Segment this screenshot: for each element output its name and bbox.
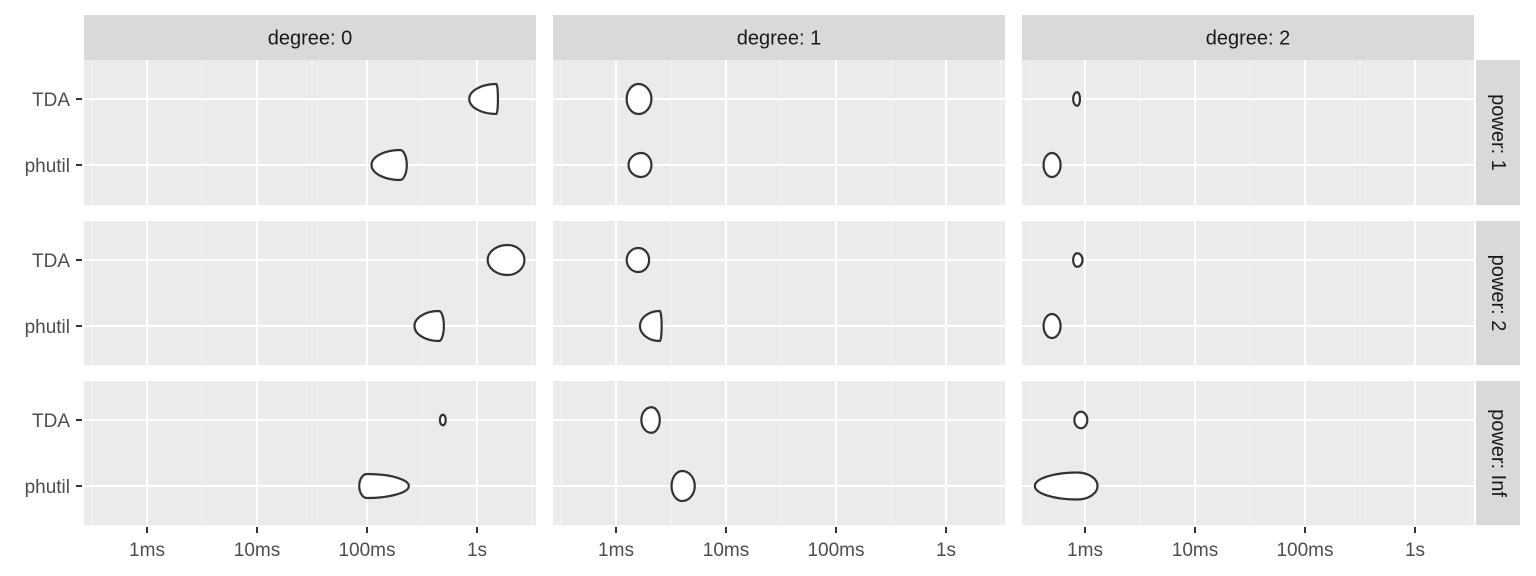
strip-label-degree: degree: 0 (268, 28, 353, 50)
violin-tda (1073, 410, 1089, 430)
strip-right-1: power: 2 (1476, 221, 1520, 365)
strip-right-2: power: Inf (1476, 381, 1520, 525)
strip-label-degree: degree: 2 (1206, 28, 1291, 50)
violin-phutil (638, 309, 663, 343)
y-tick-label: TDA (32, 90, 70, 111)
panel-r2-c2 (1022, 381, 1474, 525)
x-tick-label: 1ms (598, 540, 634, 561)
strip-background (1476, 381, 1520, 525)
panel-background (1022, 381, 1474, 525)
panel-background (1022, 221, 1474, 365)
violin-phutil (627, 151, 653, 179)
violin-phutil (370, 148, 408, 182)
panel-background (84, 381, 536, 525)
violin-phutil (1033, 471, 1099, 501)
violin-tda (625, 246, 651, 274)
y-tick-label: phutil (25, 477, 70, 498)
x-tick-label: 10ms (234, 540, 280, 561)
x-tick-label: 10ms (1172, 540, 1218, 561)
violin-tda (1072, 252, 1084, 268)
strip-top-2: degree: 2 (1022, 15, 1474, 60)
violin-phutil (670, 469, 696, 503)
x-tick-label: 1s (936, 540, 956, 561)
strip-label-degree: degree: 1 (737, 28, 822, 50)
panel-r1-c1 (553, 221, 1005, 365)
y-tick-label: phutil (25, 156, 70, 177)
violin-phutil (1042, 312, 1062, 340)
strip-background (1022, 15, 1474, 60)
strip-right-0: power: 1 (1476, 60, 1520, 205)
x-tick-label: 10ms (703, 540, 749, 561)
panel-r2-c0 (84, 381, 536, 525)
x-tick-label: 1s (1405, 540, 1425, 561)
strip-background (1476, 221, 1520, 365)
strip-background (1476, 60, 1520, 205)
panel-r0-c0 (84, 60, 536, 205)
panel-background (553, 381, 1005, 525)
violin-tda (438, 413, 447, 427)
strip-background (84, 15, 536, 60)
violin-tda (640, 406, 661, 434)
y-tick-label: phutil (25, 317, 70, 338)
panel-background (84, 221, 536, 365)
panel-background (1022, 60, 1474, 205)
panel-r0-c1 (553, 60, 1005, 205)
x-tick-label: 1s (467, 540, 487, 561)
strip-label-power: power: 1 (1487, 94, 1509, 171)
panel-r1-c2 (1022, 221, 1474, 365)
panel-r1-c0 (84, 221, 536, 365)
panel-background (553, 221, 1005, 365)
y-tick-label: TDA (32, 411, 70, 432)
strip-top-0: degree: 0 (84, 15, 536, 60)
violin-tda (1072, 91, 1082, 107)
panel-background (553, 60, 1005, 205)
strip-top-1: degree: 1 (553, 15, 1005, 60)
x-tick-label: 1ms (1067, 540, 1103, 561)
y-tick-label: TDA (32, 251, 70, 272)
violin-phutil (358, 472, 410, 500)
x-tick-label: 100ms (1276, 540, 1333, 561)
strip-label-power: power: 2 (1487, 255, 1509, 332)
x-tick-label: 100ms (338, 540, 395, 561)
x-tick-label: 1ms (129, 540, 165, 561)
strip-background (553, 15, 1005, 60)
violin-tda (625, 82, 653, 116)
strip-label-power: power: Inf (1487, 409, 1509, 497)
violin-tda (486, 243, 526, 277)
panel-background (84, 60, 536, 205)
panel-r2-c1 (553, 381, 1005, 525)
violin-phutil (1042, 151, 1062, 179)
violin-phutil (413, 309, 445, 343)
x-tick-label: 100ms (807, 540, 864, 561)
violin-tda (468, 82, 500, 116)
panel-r0-c2 (1022, 60, 1474, 205)
